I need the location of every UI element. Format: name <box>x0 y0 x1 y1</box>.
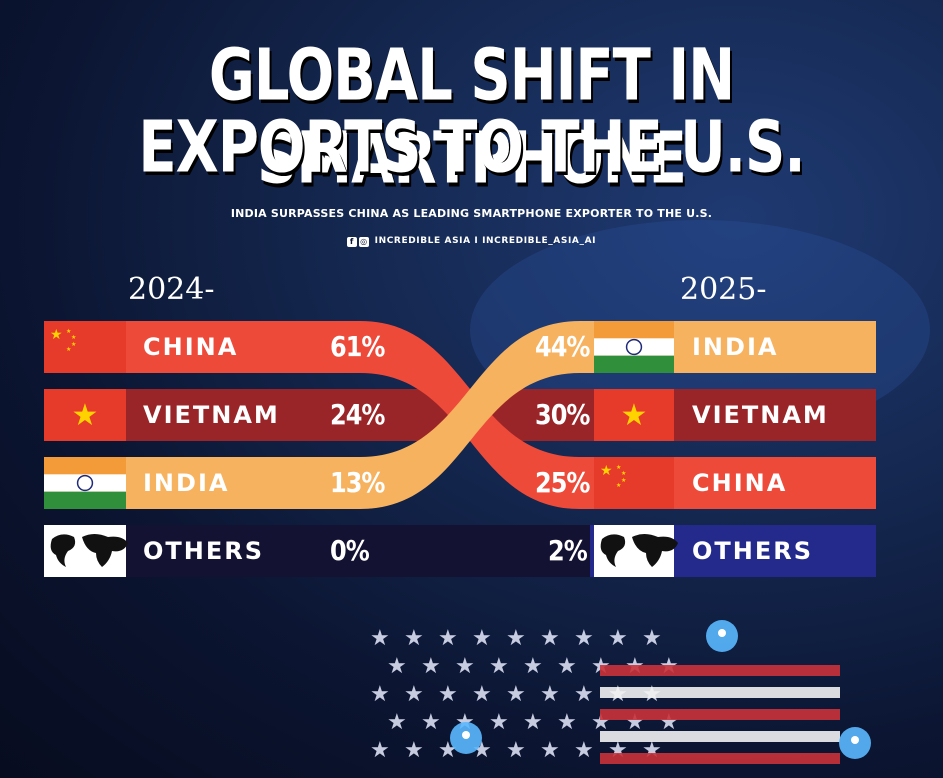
flag-star: ★ <box>404 738 424 763</box>
globe-icon-right-americas <box>600 534 626 567</box>
india-flag-icon <box>76 474 94 492</box>
flag-stripe <box>600 665 840 676</box>
flag-star: ★ <box>574 626 594 651</box>
right-pct-china: 25% <box>535 466 590 500</box>
flag-star: ★ <box>387 710 407 735</box>
china-flag-icon: ★ ★★★★ <box>44 321 126 373</box>
india-flag-icon-right-white <box>594 338 674 356</box>
left-pct-india: 13% <box>330 466 385 500</box>
flow-india <box>360 321 580 509</box>
flag-stripe <box>600 753 840 764</box>
flag-star: ★ <box>523 710 543 735</box>
year-2024: 2024- <box>128 272 215 307</box>
left-pct-others: 0% <box>330 534 370 568</box>
right-label-others: OTHERS <box>692 537 814 565</box>
flag-star: ★ <box>387 654 407 679</box>
left-label-vietnam: VIETNAM <box>143 401 280 429</box>
social-credit: f ◎ INCREDIBLE ASIA I INCREDIBLE_ASIA_AI <box>0 236 943 247</box>
flag-star: ★ <box>421 710 441 735</box>
right-label-china: CHINA <box>692 469 788 497</box>
flag-star: ★ <box>438 682 458 707</box>
vietnam-flag-icon: ★ <box>72 398 99 433</box>
flag-star: ★ <box>557 710 577 735</box>
left-label-china: CHINA <box>143 333 239 361</box>
svg-text:★: ★ <box>600 463 613 479</box>
vietnam-flag-icon-bg <box>44 389 126 441</box>
flag-star: ★ <box>370 626 390 651</box>
china-flag-icon-right: ★ ★★★★ <box>594 457 674 509</box>
social-handle: INCREDIBLE ASIA I INCREDIBLE_ASIA_AI <box>374 236 597 246</box>
flag-star: ★ <box>506 626 526 651</box>
right-label-vietnam: VIETNAM <box>692 401 829 429</box>
user-pin-head <box>718 629 726 637</box>
svg-text:★: ★ <box>71 334 76 341</box>
svg-text:★: ★ <box>616 482 621 489</box>
left-pct-china: 61% <box>330 330 385 364</box>
left-label-others: OTHERS <box>143 537 265 565</box>
right-pct-vietnam: 30% <box>535 398 590 432</box>
flag-star: ★ <box>540 682 560 707</box>
subtitle: INDIA SURPASSES CHINA AS LEADING SMARTPH… <box>230 207 713 220</box>
flag-star: ★ <box>472 626 492 651</box>
svg-text:★: ★ <box>621 477 626 484</box>
flag-star: ★ <box>404 682 424 707</box>
svg-text:★: ★ <box>621 470 626 477</box>
svg-text:★: ★ <box>71 341 76 348</box>
svg-text:★: ★ <box>66 346 71 353</box>
right-label-india: INDIA <box>692 333 779 361</box>
globe-icon-americas <box>50 534 76 567</box>
user-pin-head <box>462 731 470 739</box>
svg-text:★: ★ <box>66 328 71 335</box>
globe-icon <box>82 534 128 567</box>
left-pct-vietnam: 24% <box>330 398 385 432</box>
flag-star: ★ <box>404 626 424 651</box>
flag-star: ★ <box>506 682 526 707</box>
flag-star: ★ <box>489 654 509 679</box>
flag-star: ★ <box>370 738 390 763</box>
flag-stripe <box>600 687 840 698</box>
flag-star: ★ <box>438 626 458 651</box>
flag-star: ★ <box>472 682 492 707</box>
flag-star: ★ <box>421 654 441 679</box>
india-flag-icon-saffron <box>44 457 126 475</box>
flag-star: ★ <box>540 738 560 763</box>
flag-star: ★ <box>574 682 594 707</box>
flag-star: ★ <box>642 626 662 651</box>
title-line-1: GLOBAL SHIFT IN SMARTPHONE <box>208 34 735 201</box>
india-flag-icon-right-green <box>594 355 674 373</box>
flag-star: ★ <box>455 654 475 679</box>
year-2025: 2025- <box>680 272 767 307</box>
flag-star: ★ <box>574 738 594 763</box>
flag-stripe <box>600 731 840 742</box>
flag-star: ★ <box>557 654 577 679</box>
india-flag-icon-green <box>44 491 126 509</box>
vietnam-flag-icon-right: ★ <box>621 398 648 433</box>
flag-star: ★ <box>523 654 543 679</box>
flag-star: ★ <box>370 682 390 707</box>
india-flag-icon-white <box>44 474 126 492</box>
globe-icon-right <box>632 534 678 567</box>
india-flag-icon-right <box>625 338 643 356</box>
flag-star: ★ <box>489 710 509 735</box>
user-pin-head <box>851 736 859 744</box>
flag-star: ★ <box>540 626 560 651</box>
svg-text:★: ★ <box>50 327 63 343</box>
right-pct-others: 2% <box>548 534 588 568</box>
facebook-icon: f <box>346 237 357 247</box>
title-line-2: EXPORTS TO THE U.S. <box>138 106 805 190</box>
india-flag-icon-right-saffron <box>594 321 674 339</box>
flag-star: ★ <box>608 626 628 651</box>
right-pct-india: 44% <box>535 330 590 364</box>
vietnam-flag-icon-right-bg <box>594 389 674 441</box>
svg-text:★: ★ <box>616 464 621 471</box>
left-label-india: INDIA <box>143 469 230 497</box>
flag-star: ★ <box>506 738 526 763</box>
instagram-icon: ◎ <box>358 237 369 247</box>
flag-stripe <box>600 709 840 720</box>
